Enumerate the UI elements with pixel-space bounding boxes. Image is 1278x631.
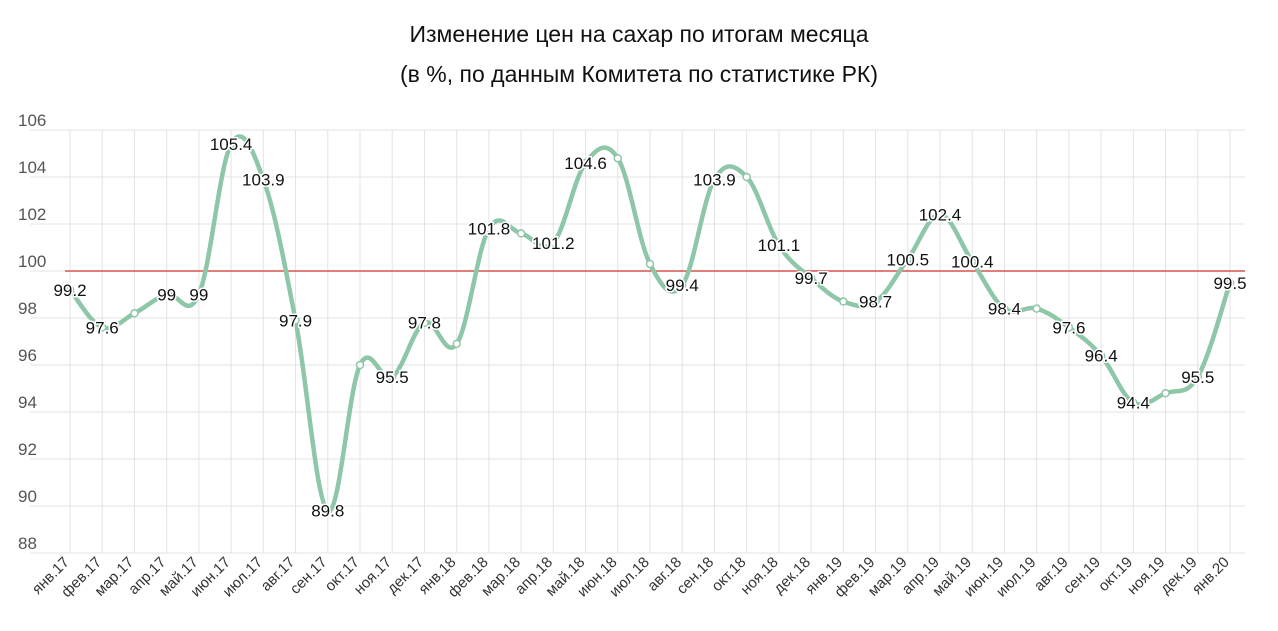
data-label: 98.4 — [988, 300, 1021, 319]
data-label: 102.4 — [919, 206, 962, 225]
chart-title: Изменение цен на сахар по итогам месяца — [409, 21, 869, 47]
data-point — [387, 372, 397, 381]
data-point — [259, 175, 268, 184]
data-point — [645, 259, 655, 269]
data-point — [806, 273, 816, 283]
y-tick-label: 88 — [18, 534, 37, 553]
data-label: 94.4 — [1117, 394, 1150, 413]
data-point — [1096, 351, 1106, 360]
data-point — [452, 339, 461, 349]
y-tick-label: 102 — [18, 205, 46, 224]
data-point — [549, 238, 558, 248]
data-label: 101.1 — [758, 236, 801, 255]
data-label: 98.7 — [859, 293, 892, 312]
data-point — [484, 224, 494, 233]
data-label: 103.9 — [242, 170, 285, 189]
y-tick-label: 90 — [18, 487, 37, 506]
y-tick-label: 98 — [18, 299, 37, 318]
grid-lines — [30, 129, 1245, 554]
data-point — [1129, 398, 1138, 407]
data-point — [323, 506, 333, 515]
data-point — [967, 257, 977, 266]
data-point — [677, 280, 687, 290]
data-label: 95.5 — [1181, 368, 1214, 387]
data-point — [1193, 372, 1203, 381]
y-tick-label: 104 — [18, 158, 46, 177]
data-point — [903, 255, 913, 264]
x-tick-label: сен.18 — [673, 554, 717, 598]
y-tick-label: 100 — [18, 252, 46, 271]
data-label: 96.4 — [1085, 347, 1118, 366]
data-point — [516, 229, 526, 238]
data-point — [581, 158, 590, 168]
data-point — [162, 290, 171, 299]
data-label: 105.4 — [210, 135, 253, 154]
y-axis: 88 90 92 94 96 98 100 102 104 106 — [18, 111, 46, 553]
data-point — [774, 240, 784, 250]
x-tick-label: сен.19 — [1060, 554, 1104, 598]
chart-subtitle: (в %, по данным Комитета по статистике Р… — [400, 61, 878, 87]
data-label: 97.6 — [1052, 318, 1085, 337]
data-point — [839, 297, 848, 306]
data-label: 97.9 — [279, 311, 312, 330]
data-point — [1000, 304, 1009, 313]
x-tick-label: янв.20 — [1189, 554, 1233, 598]
data-label: 89.8 — [311, 502, 344, 521]
data-point — [742, 172, 751, 182]
data-point — [871, 297, 880, 306]
data-point — [355, 360, 365, 370]
data-point — [97, 323, 107, 332]
data-label: 99.7 — [795, 269, 828, 288]
data-label: 100.4 — [951, 253, 994, 272]
data-label: 97.6 — [86, 318, 119, 337]
data-label: 101.8 — [468, 220, 511, 239]
data-label: 99.2 — [53, 281, 86, 300]
data-point — [613, 153, 623, 163]
data-labels: 99.297.699 99105.4103.997.989.895.597.810… — [52, 134, 1248, 523]
data-label: 99 — [157, 286, 176, 305]
y-tick-label: 94 — [18, 393, 37, 412]
data-label: 104.6 — [564, 154, 607, 173]
x-axis: янв.17фев.17мар.17апр.17май.17июн.17июл.… — [29, 554, 1233, 601]
y-tick-label: 92 — [18, 440, 37, 459]
data-label: 103.9 — [693, 170, 736, 189]
data-point — [130, 309, 139, 318]
data-label: 99.5 — [1213, 274, 1246, 293]
data-point — [226, 139, 236, 149]
data-point — [194, 290, 204, 299]
y-tick-label: 106 — [18, 111, 46, 130]
data-point — [420, 318, 429, 327]
data-points — [65, 139, 1235, 515]
data-point — [65, 285, 75, 295]
data-label: 101.2 — [532, 234, 575, 253]
x-tick-label: сен.17 — [287, 554, 331, 598]
y-tick-label: 96 — [18, 346, 37, 365]
data-label: 95.5 — [376, 368, 409, 387]
data-label: 99.4 — [666, 276, 699, 295]
data-label: 97.8 — [408, 314, 441, 333]
data-point — [710, 175, 719, 184]
data-point — [291, 316, 300, 325]
data-label: 99 — [189, 286, 208, 305]
data-point — [1225, 278, 1235, 287]
data-point — [1032, 304, 1041, 313]
data-point — [935, 210, 945, 219]
data-label: 100.5 — [887, 250, 930, 269]
data-point — [1161, 388, 1170, 398]
data-point — [1064, 323, 1074, 332]
